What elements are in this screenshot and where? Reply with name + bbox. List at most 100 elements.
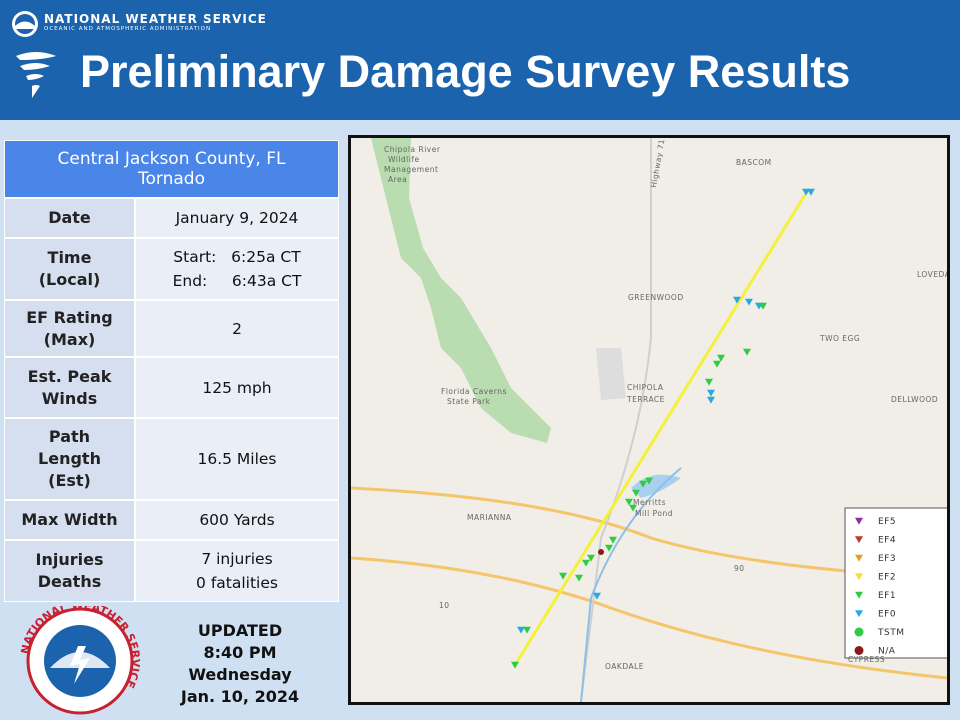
header: NATIONAL WEATHER SERVICE OCEANIC AND ATM…	[0, 0, 960, 120]
place-label: OAKDALE	[605, 662, 644, 671]
place-label: GREENWOOD	[628, 293, 684, 302]
place-label: Chipola River	[384, 145, 441, 154]
cell-line: 2	[232, 319, 242, 338]
place-label: TERRACE	[626, 395, 665, 404]
survey-marker	[743, 348, 751, 356]
legend-label: EF0	[878, 610, 896, 620]
urban-area	[596, 348, 626, 400]
cell-line: (Max)	[43, 329, 96, 349]
lake	[631, 474, 681, 498]
row-value: Start: 6:25a CT End: 6:43a CT	[135, 238, 339, 300]
row-label: Est. Peak Winds	[4, 357, 135, 418]
cell-line: Tornado	[138, 169, 205, 189]
cell-line: January 9, 2024	[175, 209, 299, 227]
subagency: OCEANIC AND ATMOSPHERIC ADMINISTRATION	[44, 26, 212, 32]
place-label: Wildlife	[388, 155, 420, 164]
highway	[350, 486, 948, 580]
nws-seal: NATIONAL WEATHER SERVICE	[18, 606, 142, 715]
cell-line: 125 mph	[202, 378, 272, 397]
row-label: Date	[4, 198, 135, 238]
cell-line: UPDATED	[197, 621, 283, 640]
row-value: January 9, 2024	[135, 198, 339, 238]
place-label: State Park	[447, 397, 491, 406]
cell-line: Jan. 10, 2024	[180, 687, 300, 706]
survey-marker	[807, 188, 815, 196]
cell-line: Start: 6:25a CT	[173, 248, 301, 266]
place-label: Area	[388, 175, 407, 184]
tornado-icon	[16, 52, 56, 98]
legend-symbol	[855, 517, 863, 525]
cell-line: Wednesday	[188, 665, 292, 684]
place-label: DELLWOOD	[891, 395, 938, 404]
row-label: EF Rating (Max)	[4, 300, 135, 357]
survey-marker	[587, 554, 595, 562]
place-label: TWO EGG	[819, 334, 860, 343]
cell-line: 7 injuries	[201, 550, 273, 568]
place-label: CYPRESS	[848, 655, 885, 664]
cell-line: Date	[48, 208, 91, 227]
row-value: 125 mph	[135, 357, 339, 418]
place-label: LOVEDALE	[917, 270, 947, 279]
river	[580, 467, 682, 703]
survey-marker	[759, 302, 767, 310]
survey-marker	[733, 296, 741, 304]
row-value: 7 injuries 0 fatalities	[135, 540, 339, 602]
place-label: 10	[439, 601, 450, 610]
survey-marker	[511, 661, 519, 669]
survey-marker	[593, 592, 601, 600]
place-label: Merritts	[633, 498, 666, 507]
interstate	[350, 556, 948, 680]
survey-marker	[609, 536, 617, 544]
cell-line: Length	[38, 449, 101, 468]
cell-line: Max Width	[21, 510, 118, 529]
survey-marker	[517, 626, 525, 634]
legend-label: TSTM	[877, 628, 904, 638]
legend-label: EF5	[878, 517, 896, 527]
legend-symbol	[855, 573, 863, 581]
agency: NATIONAL WEATHER SERVICE	[44, 12, 267, 26]
survey-marker	[717, 354, 725, 362]
cell-line: 16.5 Miles	[197, 450, 277, 468]
place-label: Florida Caverns	[441, 387, 507, 396]
legend-label: N/A	[878, 647, 896, 657]
road	[580, 138, 652, 703]
cell-line: Central Jackson County, FL	[57, 149, 286, 169]
survey-marker	[707, 396, 715, 404]
cell-line: 600 Yards	[199, 511, 275, 529]
survey-marker	[705, 378, 713, 386]
place-label: Management	[384, 165, 438, 174]
place-label: CHIPOLA	[627, 383, 664, 392]
row-label: Time (Local)	[4, 238, 135, 300]
legend-label: EF4	[878, 536, 896, 546]
cell-line: Est. Peak	[27, 366, 112, 386]
cell-line: (Local)	[38, 270, 101, 289]
map-canvas: BASCOM GREENWOOD LOVEDALE TWO EGG CHIPOLA TER…	[350, 138, 960, 703]
place-label: MARIANNA	[467, 513, 512, 522]
survey-marker	[745, 298, 753, 306]
row-label: Max Width	[4, 500, 135, 540]
table-title: Central Jackson County, FL Tornado	[4, 140, 339, 198]
survey-marker	[575, 574, 583, 582]
survey-marker	[707, 389, 715, 397]
survey-marker	[598, 549, 604, 555]
legend-symbol	[854, 627, 864, 637]
survey-marker	[802, 188, 810, 196]
legend-symbol	[855, 536, 863, 544]
map: BASCOM GREENWOOD LOVEDALE TWO EGG CHIPOLA TER…	[348, 135, 960, 705]
cell-line: End: 6:43a CT	[172, 272, 302, 290]
park-area	[371, 138, 551, 443]
legend-label: EF3	[878, 554, 896, 564]
place-label: Mill Pond	[635, 509, 673, 518]
row-label: Path Length (Est)	[4, 418, 135, 500]
cell-line: 8:40 PM	[203, 643, 277, 662]
survey-marker	[559, 572, 567, 580]
survey-marker	[605, 544, 613, 552]
survey-marker	[645, 477, 653, 485]
updated-block: UPDATED 8:40 PM Wednesday Jan. 10, 2024	[160, 620, 320, 708]
title: Preliminary Damage Survey Results	[80, 46, 851, 97]
row-label: Injuries Deaths	[4, 540, 135, 602]
cell-line: Deaths	[37, 572, 102, 591]
survey-marker	[629, 504, 637, 512]
row-value: 16.5 Miles	[135, 418, 339, 500]
